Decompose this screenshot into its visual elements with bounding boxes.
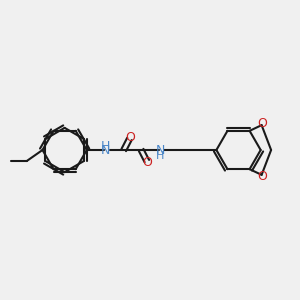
Text: O: O <box>142 155 152 169</box>
Text: O: O <box>257 170 267 183</box>
Text: O: O <box>125 131 135 145</box>
Text: H: H <box>101 140 110 153</box>
Text: O: O <box>257 117 267 130</box>
Text: N: N <box>155 143 165 157</box>
Text: H: H <box>156 151 164 161</box>
Text: N: N <box>101 143 110 157</box>
